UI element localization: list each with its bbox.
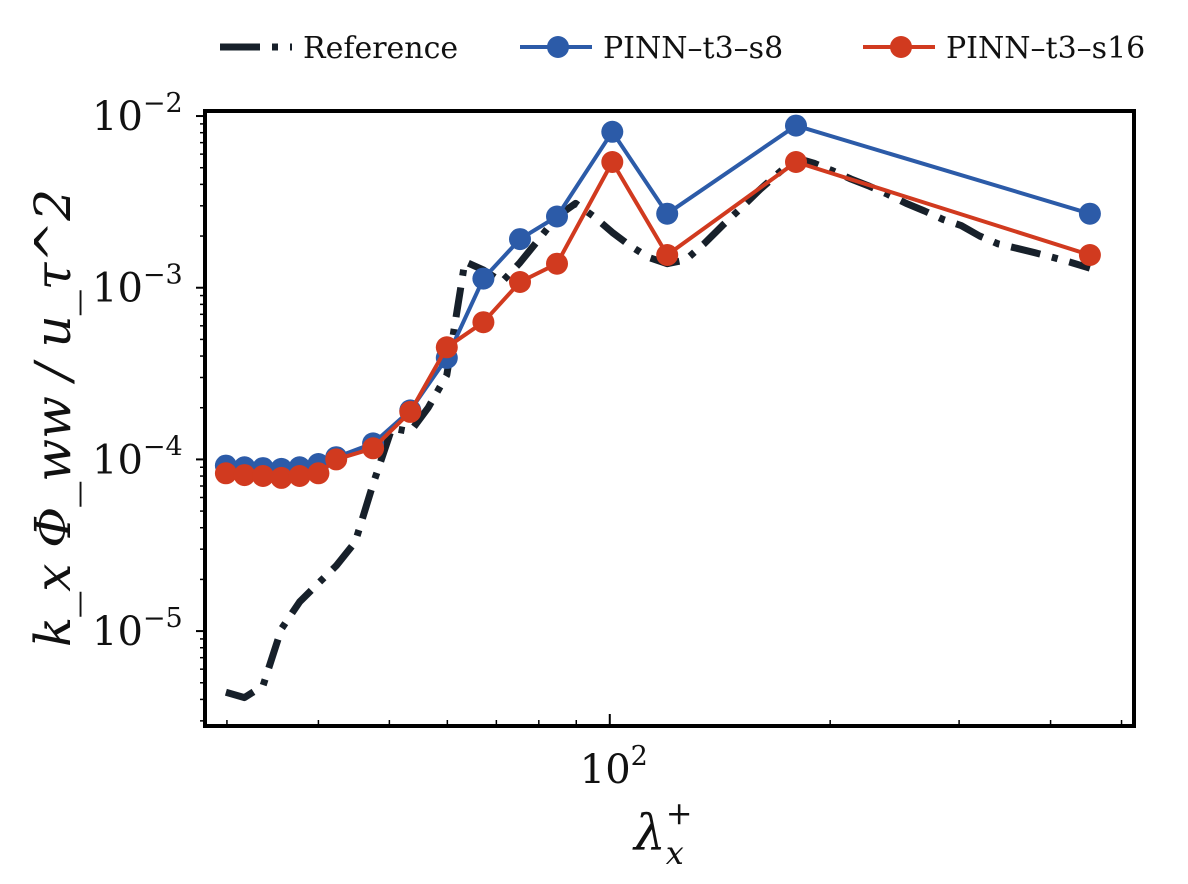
y-tick-base: 10 (92, 94, 143, 140)
axes-layer (196, 115, 1123, 726)
series-marker (435, 336, 458, 359)
legend-label: PINN–t3–s8 (603, 31, 783, 66)
legend: Reference PINN–t3–s8 PINN–t3–s16 (220, 31, 1145, 66)
x-axis-label: λx+ (632, 794, 693, 872)
series-marker (362, 437, 385, 460)
series-marker (656, 244, 679, 266)
legend-label: Reference (303, 31, 458, 66)
x-tick-exponent: 2 (631, 741, 648, 772)
series-marker (509, 271, 531, 293)
series-marker (270, 466, 293, 489)
y-tick-label: 10−5 (92, 603, 183, 655)
legend-label: PINN–t3–s16 (946, 31, 1145, 66)
series-marker (785, 114, 807, 137)
y-tick-exponent: −5 (143, 603, 183, 634)
x-axis-label-subscript: x (666, 834, 684, 872)
x-axis-label-superscript: + (666, 794, 693, 832)
y-tick-exponent: −2 (143, 88, 183, 119)
y-tick-exponent: −3 (143, 260, 183, 291)
y-tick-label: 10−4 (92, 431, 183, 483)
y-tick-label: 10−2 (92, 88, 183, 140)
series-marker (1078, 244, 1101, 266)
series-marker (472, 267, 495, 290)
y-axis-label: k_x Φ_ww / u_τ^2 (24, 189, 82, 647)
y-tick-base: 10 (92, 266, 143, 312)
series-marker (307, 462, 330, 485)
legend-marker (890, 36, 912, 58)
series-marker (601, 151, 624, 173)
series-marker (288, 465, 311, 487)
series-marker (252, 465, 274, 487)
series-marker (214, 462, 237, 485)
series-marker (325, 448, 348, 471)
y-tick-label: 10−3 (92, 260, 183, 312)
series-marker (785, 151, 807, 173)
y-axis-label-text: k_x Φ_ww / u_τ^2 (24, 189, 82, 647)
series-line (225, 123, 1091, 471)
series-marker (509, 228, 531, 251)
series-marker (656, 202, 679, 225)
legend-marker (547, 36, 569, 58)
y-tick-base: 10 (92, 437, 143, 483)
series-marker (399, 400, 422, 423)
y-tick-exponent: −4 (143, 431, 183, 462)
series-marker (546, 205, 568, 228)
y-tick-base: 10 (92, 609, 143, 655)
x-axis-label-main: λ (632, 804, 666, 862)
series-marker (601, 120, 624, 143)
series-marker (1078, 202, 1101, 225)
x-tick-label: 102 (580, 741, 648, 793)
plot-frame (203, 109, 1136, 728)
x-tick-base: 10 (580, 747, 631, 793)
series-marker (233, 464, 256, 487)
series-marker (546, 252, 568, 275)
series-marker (472, 311, 495, 334)
series-layer (214, 114, 1101, 702)
